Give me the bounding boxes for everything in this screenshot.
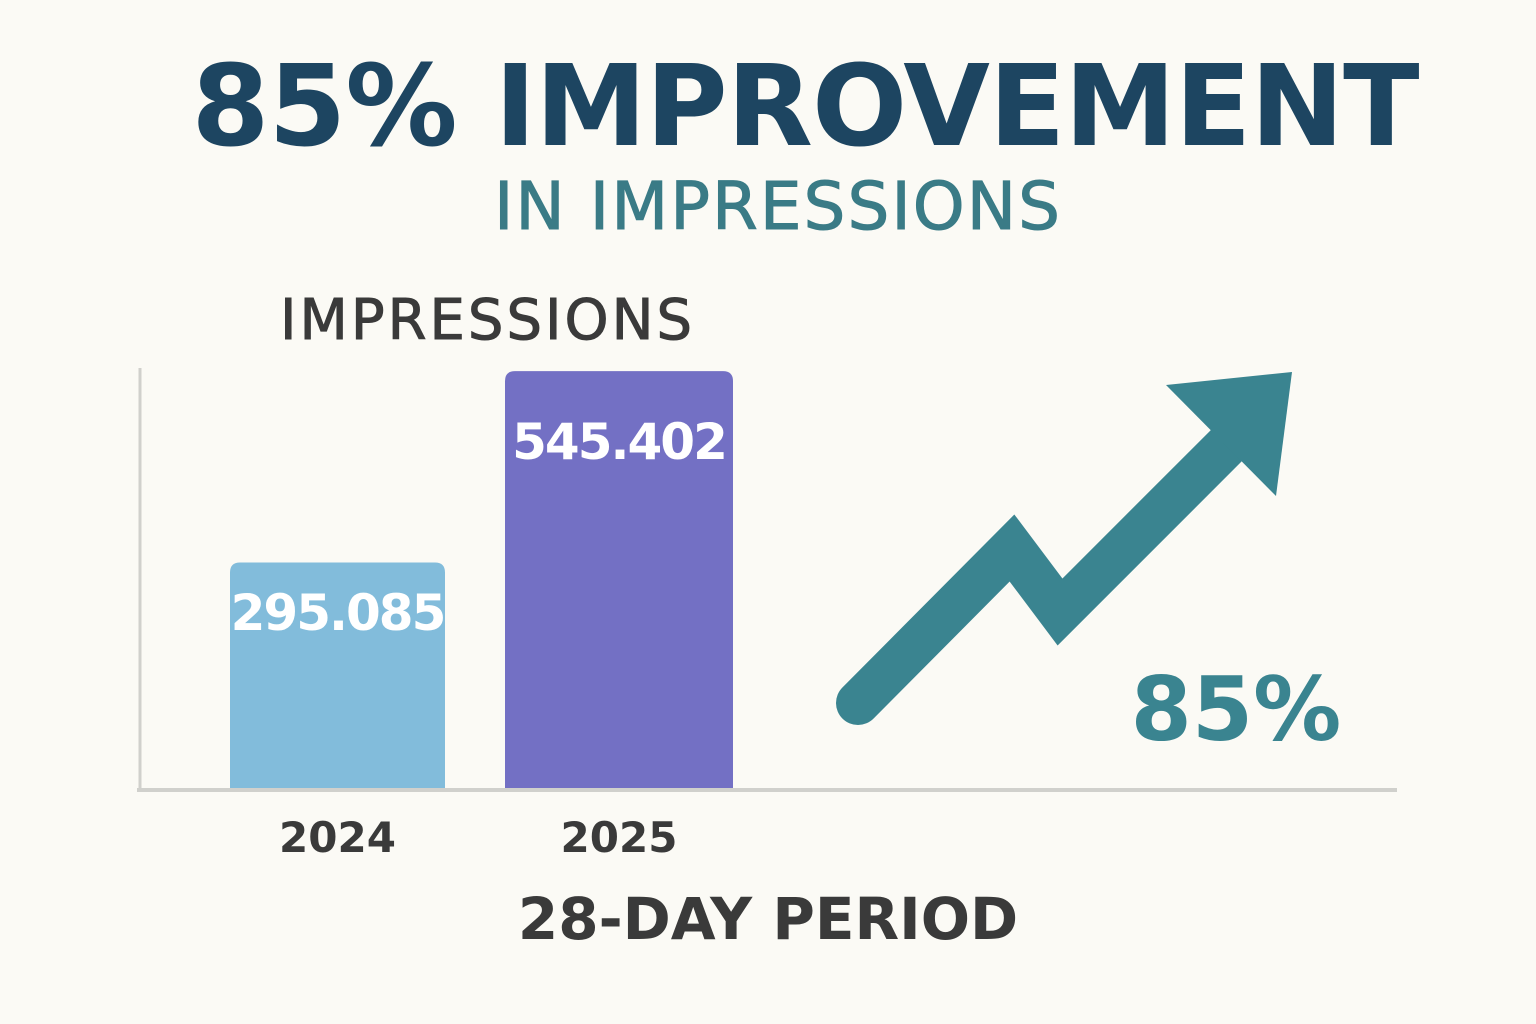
page-title: 85% IMPROVEMENT <box>191 42 1419 172</box>
x-tick-label: 2025 <box>561 813 678 862</box>
x-axis-label: 28-DAY PERIOD <box>517 885 1019 953</box>
y-axis-label: IMPRESSIONS <box>279 288 696 354</box>
bar-2024 <box>230 562 445 788</box>
x-tick-label: 2024 <box>279 813 396 862</box>
page-subtitle: IN IMPRESSIONS <box>493 168 1063 246</box>
bar-value-label: 295.085 <box>231 584 445 642</box>
bar-2025 <box>505 371 733 788</box>
trend-up-arrow-icon <box>836 372 1292 725</box>
bar-value-label: 545.402 <box>512 413 726 471</box>
improvement-label: 85% <box>1131 658 1342 761</box>
